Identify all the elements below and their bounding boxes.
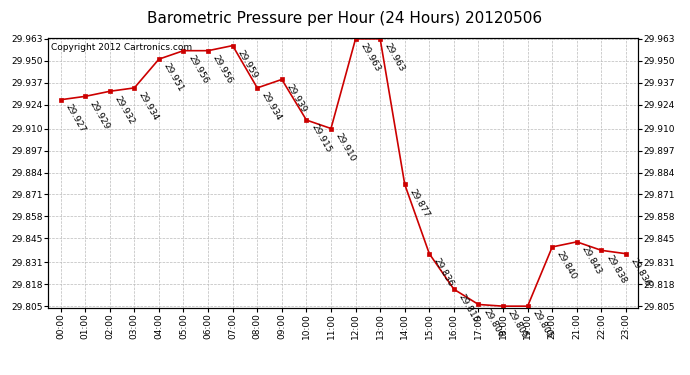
Text: 29.963: 29.963: [383, 42, 406, 74]
Text: 29.877: 29.877: [408, 187, 431, 219]
Text: 29.929: 29.929: [88, 99, 111, 131]
Text: 29.934: 29.934: [137, 91, 161, 122]
Text: 29.939: 29.939: [284, 82, 308, 114]
Text: 29.805: 29.805: [531, 309, 554, 341]
Text: 29.805: 29.805: [506, 309, 529, 341]
Text: 29.806: 29.806: [481, 307, 505, 339]
Text: 29.934: 29.934: [260, 91, 284, 122]
Text: 29.927: 29.927: [63, 102, 87, 134]
Text: 29.910: 29.910: [334, 131, 357, 163]
Text: 29.951: 29.951: [161, 62, 185, 94]
Text: 29.915: 29.915: [309, 123, 333, 154]
Text: 29.838: 29.838: [604, 253, 628, 285]
Text: 29.843: 29.843: [580, 244, 603, 276]
Text: 29.836: 29.836: [629, 256, 652, 288]
Text: 29.840: 29.840: [555, 250, 578, 281]
Text: 29.956: 29.956: [186, 54, 210, 85]
Text: 29.959: 29.959: [235, 48, 259, 80]
Text: 29.932: 29.932: [112, 94, 136, 126]
Text: 29.956: 29.956: [211, 54, 235, 85]
Text: 29.815: 29.815: [457, 292, 480, 324]
Text: 29.963: 29.963: [358, 42, 382, 74]
Text: Barometric Pressure per Hour (24 Hours) 20120506: Barometric Pressure per Hour (24 Hours) …: [148, 11, 542, 26]
Text: Copyright 2012 Cartronics.com: Copyright 2012 Cartronics.com: [51, 43, 193, 52]
Text: 29.836: 29.836: [432, 256, 455, 288]
